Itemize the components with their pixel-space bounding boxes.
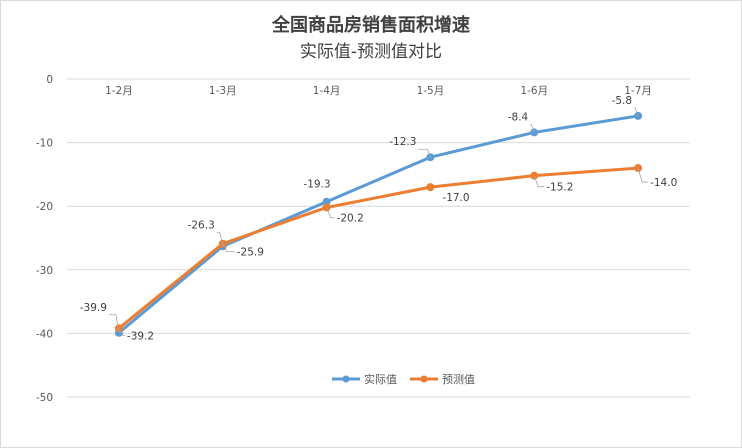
y-tick-label: -20 [36,201,53,213]
data-labels: -39.9 -26.3 -19.3 -12.3 -8.4 -5.8 -39.2 -25.9 -2… [80,95,678,342]
y-tick-label: -40 [36,328,53,340]
x-tick-label: 1-3月 [209,85,237,97]
leader-line [108,314,120,333]
data-label: -26.3 [188,219,215,231]
leader-line [637,167,649,183]
leader-line [634,107,639,117]
y-tick-label: 0 [46,74,53,86]
data-label: -17.0 [442,192,469,204]
x-tick-label: 1-4月 [313,85,341,97]
data-label: -39.2 [127,330,154,342]
leader-line [418,148,431,158]
x-tick-label: 1-2月 [105,85,133,97]
data-label: -12.3 [389,136,416,148]
series-line-2 [117,166,640,330]
y-tick-label: -50 [36,392,53,404]
legend-label-2: 预测值 [442,373,475,386]
legend[interactable]: 实际值 预测值 [332,372,475,386]
data-point [426,183,435,192]
leader-line [216,231,224,247]
leader-line [530,124,535,133]
y-tick-label: -10 [36,138,53,150]
data-label: -19.3 [303,179,330,191]
data-label: -20.2 [337,212,364,224]
legend-label-1: 实际值 [364,372,397,386]
legend-marker-2 [420,375,428,383]
data-label: -25.9 [237,247,264,259]
data-label: -15.2 [546,182,573,194]
leader-line [118,328,125,336]
series-line-1 [117,114,640,335]
data-label: -39.9 [80,302,107,314]
data-label: -5.8 [612,95,633,107]
leader-line [533,175,545,188]
x-axis: 1-2月 1-3月 1-4月 1-5月 1-6月 1-7月 [105,85,652,97]
gridlines [67,78,690,398]
x-tick-label: 1-7月 [624,85,652,97]
y-tick-label: -30 [36,265,53,277]
data-label: -8.4 [508,111,529,123]
legend-marker-1 [342,375,350,383]
x-tick-label: 1-5月 [417,85,445,97]
x-tick-label: 1-6月 [520,85,548,97]
data-label: -14.0 [650,177,677,189]
chart-subtitle: 实际值-预测值对比 [299,42,443,62]
y-axis: 0 -10 -20 -30 -40 -50 [36,74,53,404]
leader-line [222,243,235,253]
chart-title: 全国商品房销售面积增速 [272,15,470,36]
leader-line [326,207,335,218]
